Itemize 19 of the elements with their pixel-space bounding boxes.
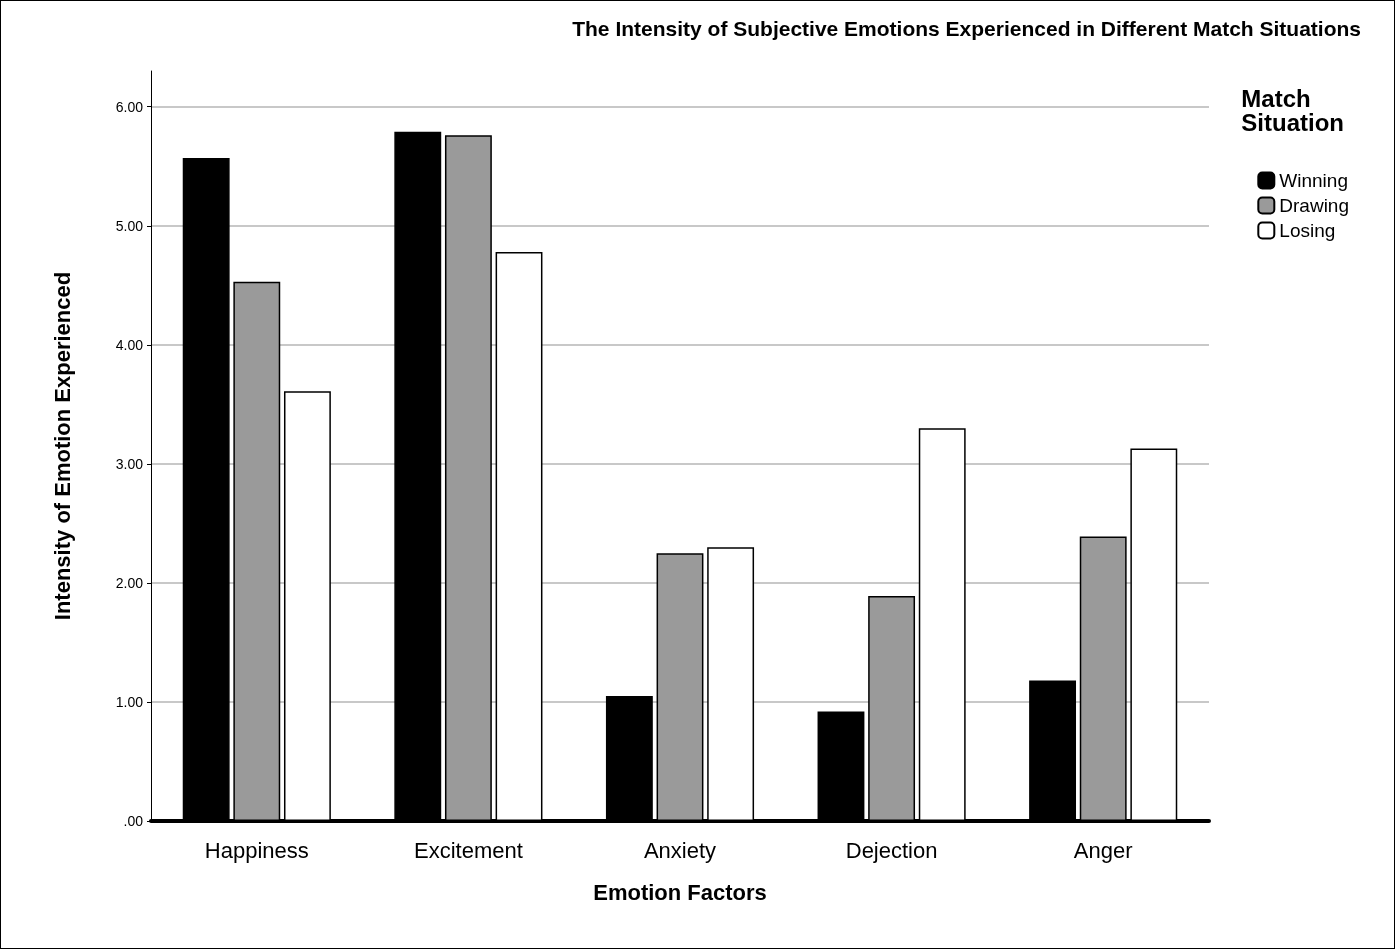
legend-title: Match Situation <box>1241 84 1344 136</box>
y-tick-label: 4.00 <box>115 336 144 353</box>
y-axis-title: Intensity of Emotion Experienced <box>49 271 75 621</box>
y-tick-label: .00 <box>123 813 144 829</box>
x-tick-label: Dejection <box>845 837 938 863</box>
y-tick-label: 1.00 <box>115 693 144 710</box>
x-tick-label: Excitement <box>413 837 523 863</box>
x-tick-label: Anger <box>1073 837 1133 863</box>
y-tick-label: 6.00 <box>115 98 144 115</box>
legend-label: Winning <box>1279 170 1348 191</box>
legend-label: Losing <box>1279 220 1336 241</box>
y-tick-label: 2.00 <box>115 574 144 591</box>
x-tick-label: Anxiety <box>643 837 717 863</box>
x-axis-title: Emotion Factors <box>593 879 767 905</box>
x-tick-label: Happiness <box>204 837 309 863</box>
chart-title: The Intensity of Subjective Emotions Experienced in Different Match Situations <box>572 17 1361 40</box>
y-tick-label: 3.00 <box>115 455 144 472</box>
y-tick-label: 5.00 <box>115 217 144 234</box>
legend-label: Drawing <box>1279 195 1350 216</box>
